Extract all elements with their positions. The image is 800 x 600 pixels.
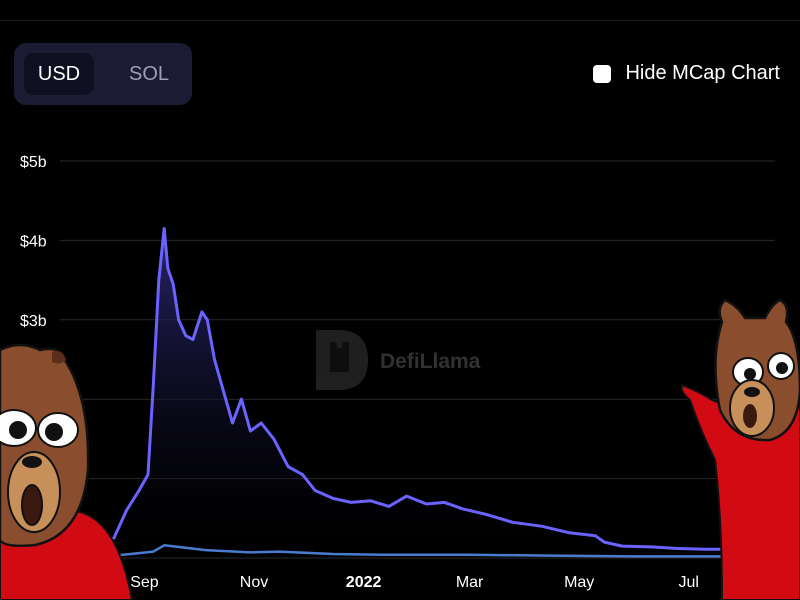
currency-toggle: USD SOL bbox=[14, 43, 192, 105]
x-axis-labels: Sep Nov 2022 Mar May Jul bbox=[130, 574, 699, 591]
watermark-text: DefiLlama bbox=[380, 350, 481, 373]
defillama-watermark: DefiLlama bbox=[316, 330, 481, 390]
usd-toggle-button[interactable]: USD bbox=[24, 53, 94, 95]
x-tick-label: Mar bbox=[456, 574, 484, 591]
x-tick-label: 2022 bbox=[346, 574, 382, 591]
secondary-series-line bbox=[59, 544, 775, 558]
y-tick-label: $3b bbox=[20, 313, 47, 330]
y-tick-label: $5b bbox=[20, 154, 47, 171]
tvl-series-line bbox=[59, 227, 776, 552]
hide-mcap-checkbox[interactable] bbox=[593, 64, 612, 83]
tvl-area-fill bbox=[60, 228, 775, 558]
x-tick-label: Nov bbox=[240, 574, 268, 591]
left-bear-mascot-icon bbox=[0, 343, 134, 600]
x-tick-label: Sep bbox=[130, 574, 159, 591]
right-bear-mascot-icon bbox=[680, 298, 800, 600]
hide-mcap-label: Hide MCap Chart bbox=[625, 62, 780, 84]
series-layer bbox=[59, 227, 776, 558]
sol-toggle-button[interactable]: SOL bbox=[128, 62, 170, 85]
y-tick-label: $4b bbox=[20, 233, 47, 250]
top-divider bbox=[0, 20, 800, 21]
x-tick-label: May bbox=[564, 574, 594, 591]
hide-mcap-toggle[interactable]: Hide MCap Chart bbox=[593, 62, 780, 85]
x-tick-label: Jul bbox=[679, 574, 699, 591]
llama-logo-icon bbox=[316, 330, 368, 390]
